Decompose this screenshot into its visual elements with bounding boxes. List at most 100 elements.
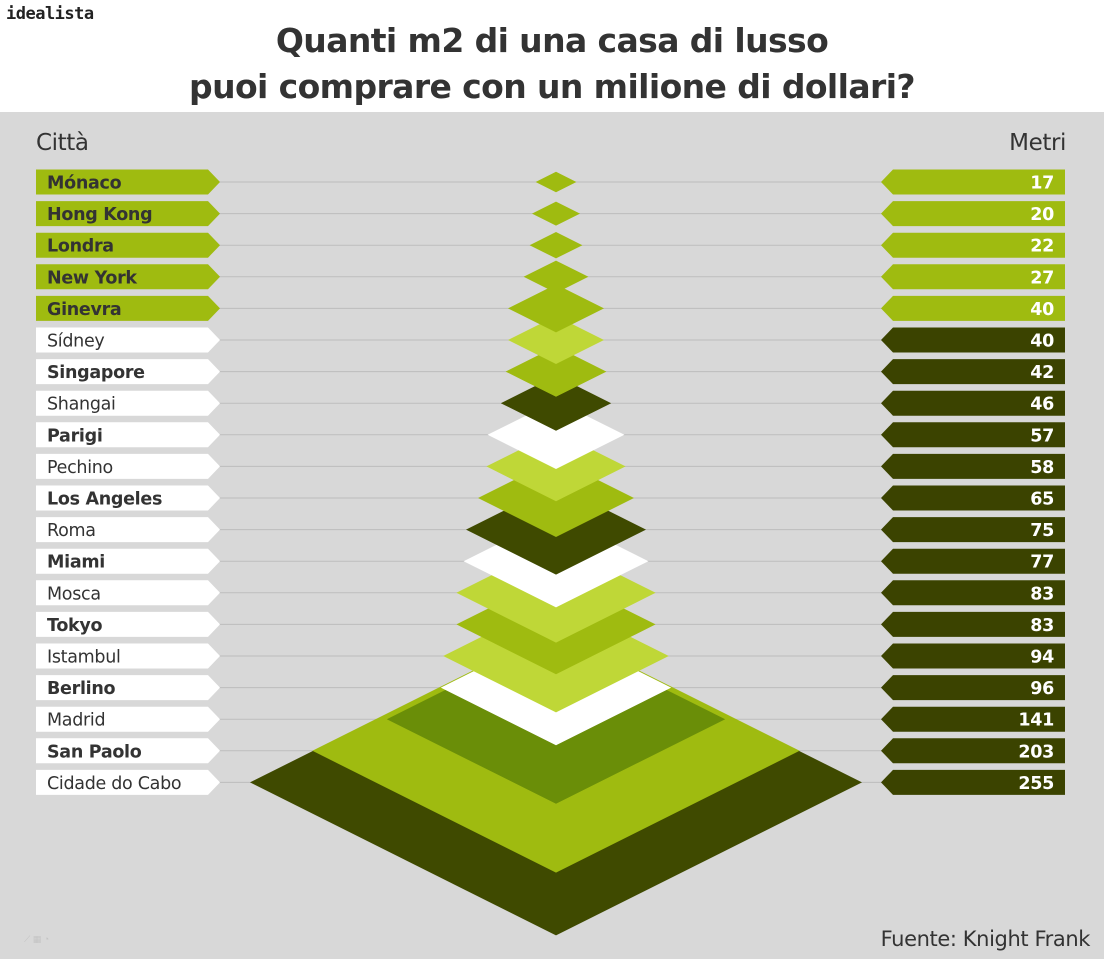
value-label-box [881, 485, 1065, 511]
value-label: 75 [1030, 521, 1054, 541]
value-label-box [881, 422, 1065, 448]
value-label: 20 [1030, 205, 1054, 225]
city-label-box [36, 485, 220, 511]
value-label: 27 [1030, 268, 1054, 288]
value-label-box [881, 769, 1065, 795]
header: idealista Quanti m2 di una casa di lusso… [0, 0, 1104, 112]
city-label: San Paolo [47, 742, 142, 762]
city-label: Mosca [47, 584, 101, 604]
value-label-box [881, 169, 1065, 195]
city-label-box [36, 327, 220, 353]
city-label-box [36, 706, 220, 732]
diamond-mark [508, 284, 604, 333]
column-header-meters: Metri [1009, 130, 1066, 156]
city-label: Singapore [47, 363, 145, 383]
value-label: 42 [1030, 363, 1054, 383]
city-label: Berlino [47, 679, 115, 699]
diamond-mark [523, 260, 589, 293]
diamond-mark [500, 375, 612, 431]
watermark-icon: ⟋ ▦ ◔ [24, 934, 50, 944]
value-label-box [881, 390, 1065, 416]
city-label: Los Angeles [47, 490, 162, 510]
city-label: Roma [47, 521, 96, 541]
diamond-group [250, 171, 862, 936]
value-label-box [881, 453, 1065, 479]
city-label-box [36, 390, 220, 416]
value-label-box [881, 643, 1065, 669]
chart-title-line-1: Quanti m2 di una casa di lusso [275, 21, 829, 60]
city-label-box [36, 580, 220, 606]
city-label-box [36, 517, 220, 543]
value-label-box [881, 548, 1065, 574]
chart-title-line-2: puoi comprare con un milione di dollari? [189, 67, 916, 106]
value-label: 77 [1030, 553, 1054, 573]
value-label: 40 [1030, 300, 1054, 320]
diamond-mark [535, 171, 577, 193]
value-label: 22 [1030, 237, 1054, 257]
city-label: Miami [47, 553, 105, 573]
city-label: Tokyo [47, 616, 102, 636]
value-label-box [881, 738, 1065, 764]
value-label-box [881, 675, 1065, 701]
city-label: Hong Kong [47, 205, 152, 225]
diamond-mark [487, 400, 625, 469]
value-label: 40 [1030, 332, 1054, 352]
value-label-box [881, 232, 1065, 258]
value-label-box [881, 359, 1065, 385]
city-label-box [36, 359, 220, 385]
value-label: 65 [1030, 490, 1054, 510]
city-label-box [36, 422, 220, 448]
city-label-box [36, 295, 220, 321]
city-label: Ginevra [47, 300, 121, 320]
value-label: 255 [1018, 774, 1054, 794]
city-label-box [36, 169, 220, 195]
value-label: 203 [1018, 742, 1054, 762]
city-label-box [36, 201, 220, 227]
city-label: Mónaco [47, 174, 122, 194]
city-label: Pechino [47, 458, 113, 478]
value-label-box [881, 706, 1065, 732]
city-label: Londra [47, 237, 114, 257]
diamond-mark [532, 201, 580, 226]
city-label-box [36, 548, 220, 574]
chart-title: Quanti m2 di una casa di lusso puoi comp… [0, 18, 1104, 110]
idealista-logo[interactable]: idealista [6, 4, 94, 24]
value-label-box [881, 580, 1065, 606]
diamond-mark [529, 232, 583, 259]
city-label: Istambul [47, 648, 121, 668]
value-label-box [881, 264, 1065, 290]
value-label: 83 [1030, 616, 1054, 636]
city-label-box [36, 675, 220, 701]
city-label: Shangai [47, 395, 116, 415]
city-label-box [36, 611, 220, 637]
value-label: 94 [1030, 648, 1054, 668]
column-header-city: Città [36, 130, 89, 156]
value-label-box [881, 611, 1065, 637]
diamond-mark [508, 316, 604, 364]
value-label: 46 [1030, 395, 1054, 415]
value-label: 57 [1030, 426, 1054, 446]
value-label-box [881, 327, 1065, 353]
city-label: Madrid [47, 711, 105, 731]
value-label: 58 [1030, 458, 1054, 478]
city-label-box [36, 232, 220, 258]
value-label-box [881, 201, 1065, 227]
diamond-mark [505, 346, 607, 397]
source-note: Fuente: Knight Frank [880, 927, 1091, 951]
city-label-box [36, 643, 220, 669]
city-label: Parigi [47, 426, 103, 446]
value-label: 96 [1030, 679, 1054, 699]
value-label-box [881, 295, 1065, 321]
value-label-box [881, 517, 1065, 543]
city-label-box [36, 738, 220, 764]
city-label: New York [47, 268, 137, 288]
value-label: 17 [1030, 174, 1054, 194]
city-label-box [36, 453, 220, 479]
city-label-box [36, 264, 220, 290]
value-label: 83 [1030, 584, 1054, 604]
city-label: Sídney [47, 332, 105, 352]
value-label: 141 [1018, 711, 1054, 731]
city-label-box [36, 769, 220, 795]
city-label: Cidade do Cabo [47, 774, 181, 794]
